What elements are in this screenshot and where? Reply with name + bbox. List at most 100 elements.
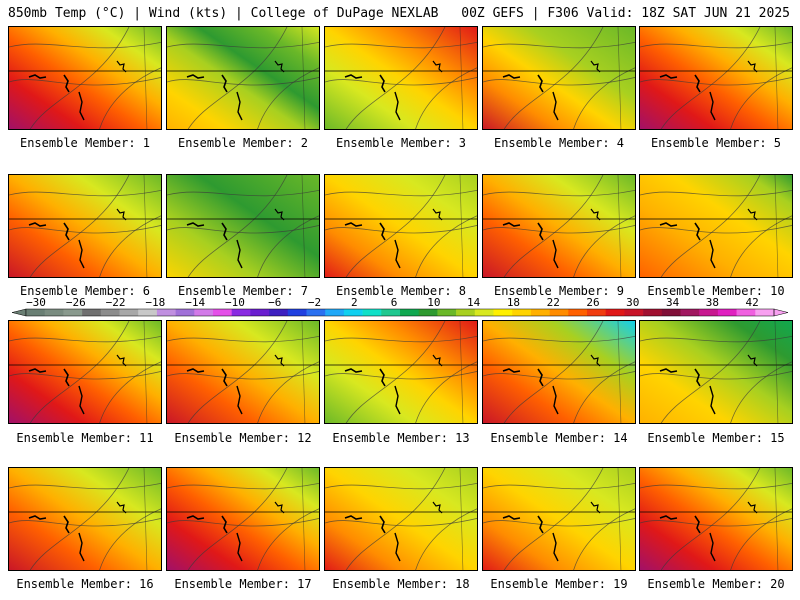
ensemble-member-label: Ensemble Member: 18 <box>332 577 470 591</box>
colorbar-arrow-left <box>11 308 27 317</box>
state-line <box>459 321 464 423</box>
colorbar-swatch <box>755 309 775 316</box>
coastline <box>78 91 85 121</box>
colorbar-swatch <box>119 309 139 316</box>
lake-outline <box>379 74 386 93</box>
coastline <box>552 532 559 562</box>
ensemble-member-label: Ensemble Member: 14 <box>490 431 628 445</box>
height-contour-line <box>167 41 319 49</box>
colorbar-swatch <box>643 309 663 316</box>
temperature-field <box>325 175 477 277</box>
lake-outline <box>221 74 228 93</box>
ensemble-member-label: Ensemble Member: 12 <box>174 431 312 445</box>
coastline <box>552 239 559 269</box>
ensemble-map-panel <box>166 320 320 424</box>
ensemble-map-panel <box>639 174 793 278</box>
colorbar-tick-label: −30 <box>26 296 46 309</box>
coastline <box>236 239 243 269</box>
lake-outline <box>28 515 47 520</box>
height-contour-line <box>325 482 477 490</box>
ensemble-member-label: Ensemble Member: 16 <box>16 577 154 591</box>
ensemble-member-label: Ensemble Member: 8 <box>335 284 467 298</box>
colorbar-tick-label: 2 <box>351 296 358 309</box>
colorbar-tick-label: 42 <box>746 296 759 309</box>
colorbar-swatch <box>306 309 326 316</box>
coastline <box>709 532 716 562</box>
coastline <box>552 385 559 415</box>
state-line <box>774 27 779 129</box>
coastline <box>116 60 127 73</box>
height-contour-line <box>29 175 130 277</box>
coastline <box>274 208 285 221</box>
temperature-field <box>640 468 792 570</box>
colorbar-tick-label: −22 <box>106 296 126 309</box>
coastline <box>236 91 243 121</box>
height-contour-line <box>660 468 761 570</box>
coastline <box>116 501 127 514</box>
temperature-field <box>483 321 635 423</box>
height-contour-line <box>660 321 761 423</box>
lake-outline <box>659 368 678 373</box>
height-contour-line <box>503 468 604 570</box>
colorbar-swatch <box>661 309 681 316</box>
height-contour-line <box>9 189 161 197</box>
lake-outline <box>537 74 544 93</box>
height-contour-line <box>573 508 635 570</box>
height-contour-line <box>29 468 130 570</box>
colorbar-tick-label: 10 <box>427 296 440 309</box>
run-info: 00Z GEFS | F306 Valid: 18Z SAT JUN 21 20… <box>461 6 790 21</box>
colorbar-swatch <box>530 309 550 316</box>
height-contour-line <box>640 41 792 49</box>
ensemble-member-label: Ensemble Member: 20 <box>647 577 785 591</box>
colorbar-swatch <box>362 309 382 316</box>
coastline <box>747 208 758 221</box>
ensemble-member-label: Ensemble Member: 3 <box>335 136 467 150</box>
ensemble-member-label: Ensemble Member: 6 <box>19 284 151 298</box>
colorbar-tick-label: 38 <box>706 296 719 309</box>
ensemble-member-label: Ensemble Member: 2 <box>177 136 309 150</box>
ensemble-map-panel <box>482 320 636 424</box>
coastline <box>274 354 285 367</box>
coastline <box>747 501 758 514</box>
height-contour-line <box>9 482 161 490</box>
lake-outline <box>537 368 544 387</box>
temperature-field <box>640 321 792 423</box>
temperature-field <box>9 175 161 277</box>
coastline <box>274 60 285 73</box>
height-contour-line <box>257 67 319 129</box>
colorbar-swatch <box>736 309 756 316</box>
ensemble-map-panel <box>324 320 478 424</box>
lake-outline <box>502 368 521 373</box>
ensemble-map-panel <box>639 26 793 130</box>
colorbar-swatch <box>493 309 513 316</box>
colorbar-swatch <box>231 309 251 316</box>
colorbar-tick-label: 22 <box>547 296 560 309</box>
coastline <box>394 532 401 562</box>
colorbar-swatch <box>63 309 83 316</box>
colorbar-swatch <box>680 309 700 316</box>
height-contour-line <box>660 27 761 129</box>
state-line <box>459 468 464 570</box>
height-contour-line <box>503 27 604 129</box>
lake-outline <box>344 515 363 520</box>
lake-outline <box>502 222 521 227</box>
colorbar-swatch <box>381 309 401 316</box>
lake-outline <box>379 515 386 534</box>
height-contour-line <box>167 335 319 343</box>
colorbar-swatch <box>587 309 606 316</box>
height-contour-line <box>345 27 446 129</box>
ensemble-map-panel <box>482 26 636 130</box>
ensemble-map-panel <box>166 26 320 130</box>
state-line <box>774 468 779 570</box>
height-contour-line <box>573 215 635 277</box>
coastline <box>394 385 401 415</box>
colorbar-tick-label: −2 <box>308 296 321 309</box>
coastline <box>709 91 716 121</box>
height-contour-line <box>167 189 319 197</box>
colorbar-swatch <box>194 309 214 316</box>
ensemble-map-panel <box>8 467 162 571</box>
ensemble-map-panel <box>639 467 793 571</box>
temperature-field <box>483 468 635 570</box>
height-contour-line <box>640 335 792 343</box>
height-contour-line <box>99 361 161 423</box>
